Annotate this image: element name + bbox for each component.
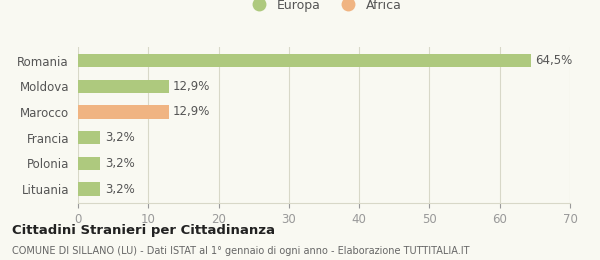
Text: 3,2%: 3,2% bbox=[105, 157, 134, 170]
Text: COMUNE DI SILLANO (LU) - Dati ISTAT al 1° gennaio di ogni anno - Elaborazione TU: COMUNE DI SILLANO (LU) - Dati ISTAT al 1… bbox=[12, 246, 470, 256]
Bar bbox=[78, 54, 532, 67]
Legend: Europa, Africa: Europa, Africa bbox=[242, 0, 406, 17]
Text: 64,5%: 64,5% bbox=[536, 54, 573, 67]
Bar bbox=[78, 105, 169, 119]
Text: 12,9%: 12,9% bbox=[173, 106, 210, 119]
Text: 3,2%: 3,2% bbox=[105, 131, 134, 144]
Bar bbox=[78, 182, 100, 196]
Bar bbox=[78, 157, 100, 170]
Text: Cittadini Stranieri per Cittadinanza: Cittadini Stranieri per Cittadinanza bbox=[12, 224, 275, 237]
Bar bbox=[78, 131, 100, 144]
Text: 3,2%: 3,2% bbox=[105, 183, 134, 196]
Bar bbox=[78, 80, 169, 93]
Text: 12,9%: 12,9% bbox=[173, 80, 210, 93]
